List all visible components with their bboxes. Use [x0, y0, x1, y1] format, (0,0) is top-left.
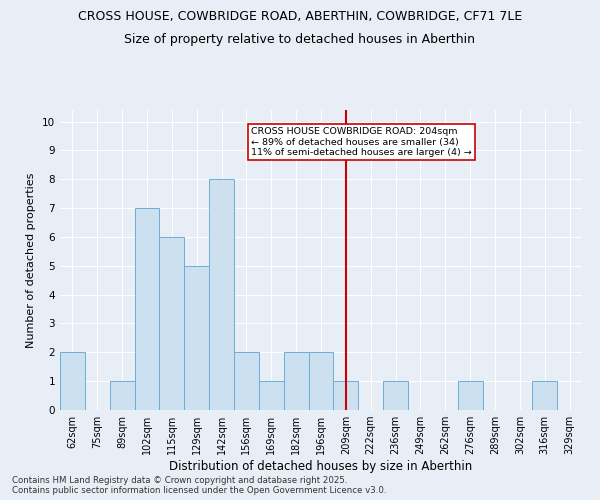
Y-axis label: Number of detached properties: Number of detached properties — [26, 172, 37, 348]
Bar — [234, 352, 259, 410]
Bar — [334, 381, 358, 410]
Bar — [160, 237, 184, 410]
Bar — [184, 266, 209, 410]
Bar — [110, 381, 134, 410]
Bar — [259, 381, 284, 410]
Bar — [308, 352, 334, 410]
Text: Size of property relative to detached houses in Aberthin: Size of property relative to detached ho… — [125, 32, 476, 46]
Bar — [209, 179, 234, 410]
Bar — [60, 352, 85, 410]
Bar — [134, 208, 160, 410]
Bar — [532, 381, 557, 410]
Bar — [284, 352, 308, 410]
Text: Contains HM Land Registry data © Crown copyright and database right 2025.
Contai: Contains HM Land Registry data © Crown c… — [12, 476, 386, 495]
X-axis label: Distribution of detached houses by size in Aberthin: Distribution of detached houses by size … — [169, 460, 473, 473]
Text: CROSS HOUSE, COWBRIDGE ROAD, ABERTHIN, COWBRIDGE, CF71 7LE: CROSS HOUSE, COWBRIDGE ROAD, ABERTHIN, C… — [78, 10, 522, 23]
Bar — [458, 381, 482, 410]
Text: CROSS HOUSE COWBRIDGE ROAD: 204sqm
← 89% of detached houses are smaller (34)
11%: CROSS HOUSE COWBRIDGE ROAD: 204sqm ← 89%… — [251, 128, 472, 157]
Bar — [383, 381, 408, 410]
